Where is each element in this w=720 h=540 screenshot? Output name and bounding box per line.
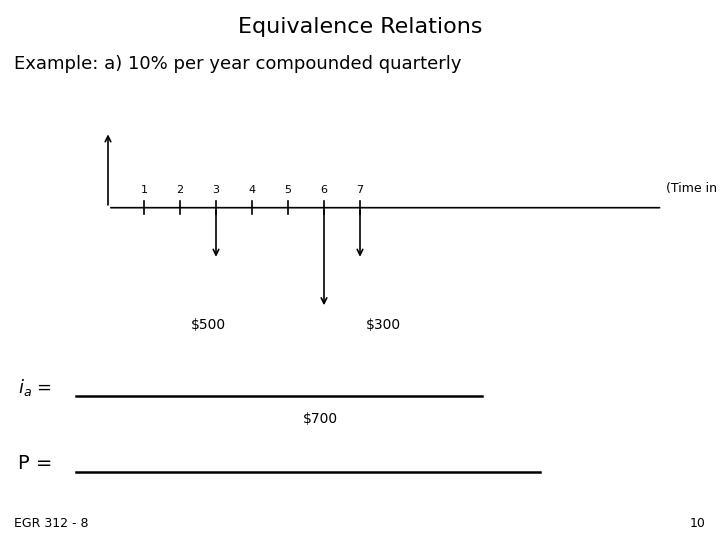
Text: EGR 312 - 8: EGR 312 - 8 — [14, 517, 89, 530]
Text: 4: 4 — [248, 185, 256, 195]
Text: $300: $300 — [366, 319, 401, 333]
Text: $700: $700 — [302, 412, 338, 426]
Text: $500: $500 — [191, 319, 226, 333]
Text: P =: P = — [18, 454, 53, 474]
Text: 2: 2 — [176, 185, 184, 195]
Text: Example: a) 10% per year compounded quarterly: Example: a) 10% per year compounded quar… — [14, 56, 462, 73]
Text: $i_a$ =: $i_a$ = — [18, 377, 52, 398]
Text: 1: 1 — [140, 185, 148, 195]
Text: 10: 10 — [690, 517, 706, 530]
Text: 6: 6 — [320, 185, 328, 195]
Text: (Time in Years): (Time in Years) — [666, 182, 720, 195]
Text: 3: 3 — [212, 185, 220, 195]
Text: Equivalence Relations: Equivalence Relations — [238, 17, 482, 37]
Text: 5: 5 — [284, 185, 292, 195]
Text: 7: 7 — [356, 185, 364, 195]
